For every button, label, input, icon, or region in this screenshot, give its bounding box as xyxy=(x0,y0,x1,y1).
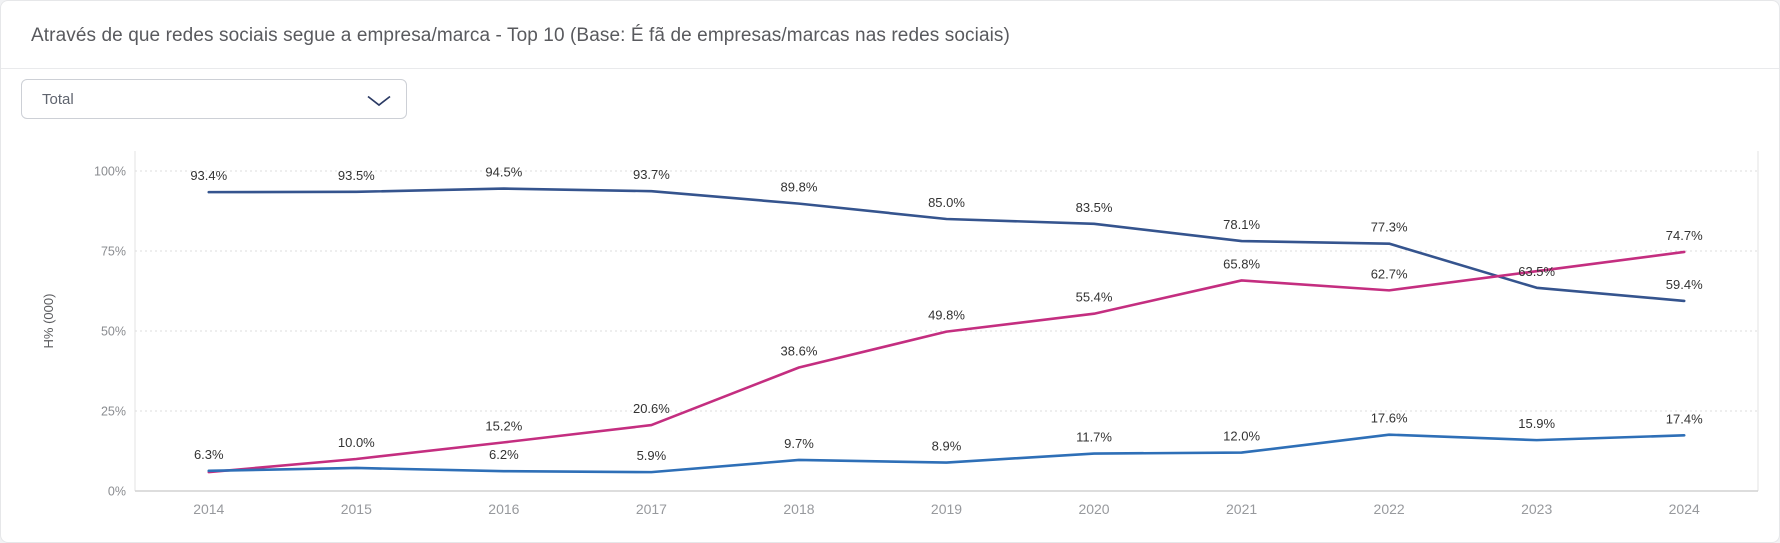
series-pink-data-label: 62.7% xyxy=(1371,266,1408,281)
series-light-blue-data-label: 5.9% xyxy=(637,448,667,463)
x-tick-label: 2020 xyxy=(1078,501,1109,517)
series-pink-data-label: 65.8% xyxy=(1223,256,1260,271)
x-tick-label: 2023 xyxy=(1521,501,1552,517)
series-pink-data-label: 55.4% xyxy=(1076,290,1113,305)
series-light-blue-data-label: 9.7% xyxy=(784,436,814,451)
x-tick-label: 2021 xyxy=(1226,501,1257,517)
filter-dropdown[interactable]: Total xyxy=(21,79,407,119)
series-light-blue-data-label: 17.6% xyxy=(1371,411,1408,426)
series-navy-data-label: 59.4% xyxy=(1666,277,1703,292)
series-navy-data-label: 94.5% xyxy=(485,165,522,180)
series-light-blue-data-label: 6.3% xyxy=(194,447,224,462)
y-tick-label: 0% xyxy=(108,485,126,499)
y-axis-title: H% (000) xyxy=(41,294,56,349)
y-tick-label: 25% xyxy=(101,405,126,419)
series-navy-data-label: 93.7% xyxy=(633,167,670,182)
series-light-blue-data-label: 8.9% xyxy=(932,439,962,454)
y-tick-label: 75% xyxy=(101,245,126,259)
series-light-blue-data-label: 15.9% xyxy=(1518,416,1555,431)
x-tick-label: 2022 xyxy=(1374,501,1405,517)
series-pink-data-label: 38.6% xyxy=(781,343,818,358)
x-tick-label: 2016 xyxy=(488,501,519,517)
chevron-down-icon xyxy=(366,94,392,112)
series-navy-line[interactable] xyxy=(207,187,1686,303)
x-tick-label: 2014 xyxy=(193,501,224,517)
series-pink-data-label: 49.8% xyxy=(928,308,965,323)
series-navy-data-label: 83.5% xyxy=(1076,200,1113,215)
series-light-blue-line[interactable] xyxy=(207,433,1686,474)
y-tick-label: 100% xyxy=(94,165,126,179)
series-pink-data-label: 74.7% xyxy=(1666,228,1703,243)
x-tick-label: 2018 xyxy=(783,501,814,517)
series-light-blue-data-label: 12.0% xyxy=(1223,429,1260,444)
series-light-blue-data-label: 6.2% xyxy=(489,447,519,462)
chart-title: Através de que redes sociais segue a emp… xyxy=(31,25,1010,46)
x-tick-label: 2024 xyxy=(1669,501,1700,517)
series-navy-data-label: 93.4% xyxy=(190,168,227,183)
series-pink-line[interactable] xyxy=(207,250,1686,474)
series-navy-data-label: 63.5% xyxy=(1518,264,1555,279)
x-tick-label: 2019 xyxy=(931,501,962,517)
series-navy-data-label: 89.8% xyxy=(781,180,818,195)
card-header: Através de que redes sociais segue a emp… xyxy=(1,1,1779,69)
series-navy-data-label: 77.3% xyxy=(1371,220,1408,235)
series-pink-data-label: 20.6% xyxy=(633,401,670,416)
x-tick-label: 2015 xyxy=(341,501,372,517)
x-tick-label: 2017 xyxy=(636,501,667,517)
series-light-blue-data-label: 11.7% xyxy=(1076,430,1112,445)
series-pink-data-label: 15.2% xyxy=(485,418,522,433)
series-navy-data-label: 85.0% xyxy=(928,195,965,210)
filter-selected-value: Total xyxy=(42,90,74,108)
series-pink-data-label: 10.0% xyxy=(338,435,375,450)
series-light-blue-data-label: 17.4% xyxy=(1666,411,1703,426)
series-navy-data-label: 78.1% xyxy=(1223,217,1260,232)
series-navy-data-label: 93.5% xyxy=(338,168,375,183)
y-tick-label: 50% xyxy=(101,325,126,339)
